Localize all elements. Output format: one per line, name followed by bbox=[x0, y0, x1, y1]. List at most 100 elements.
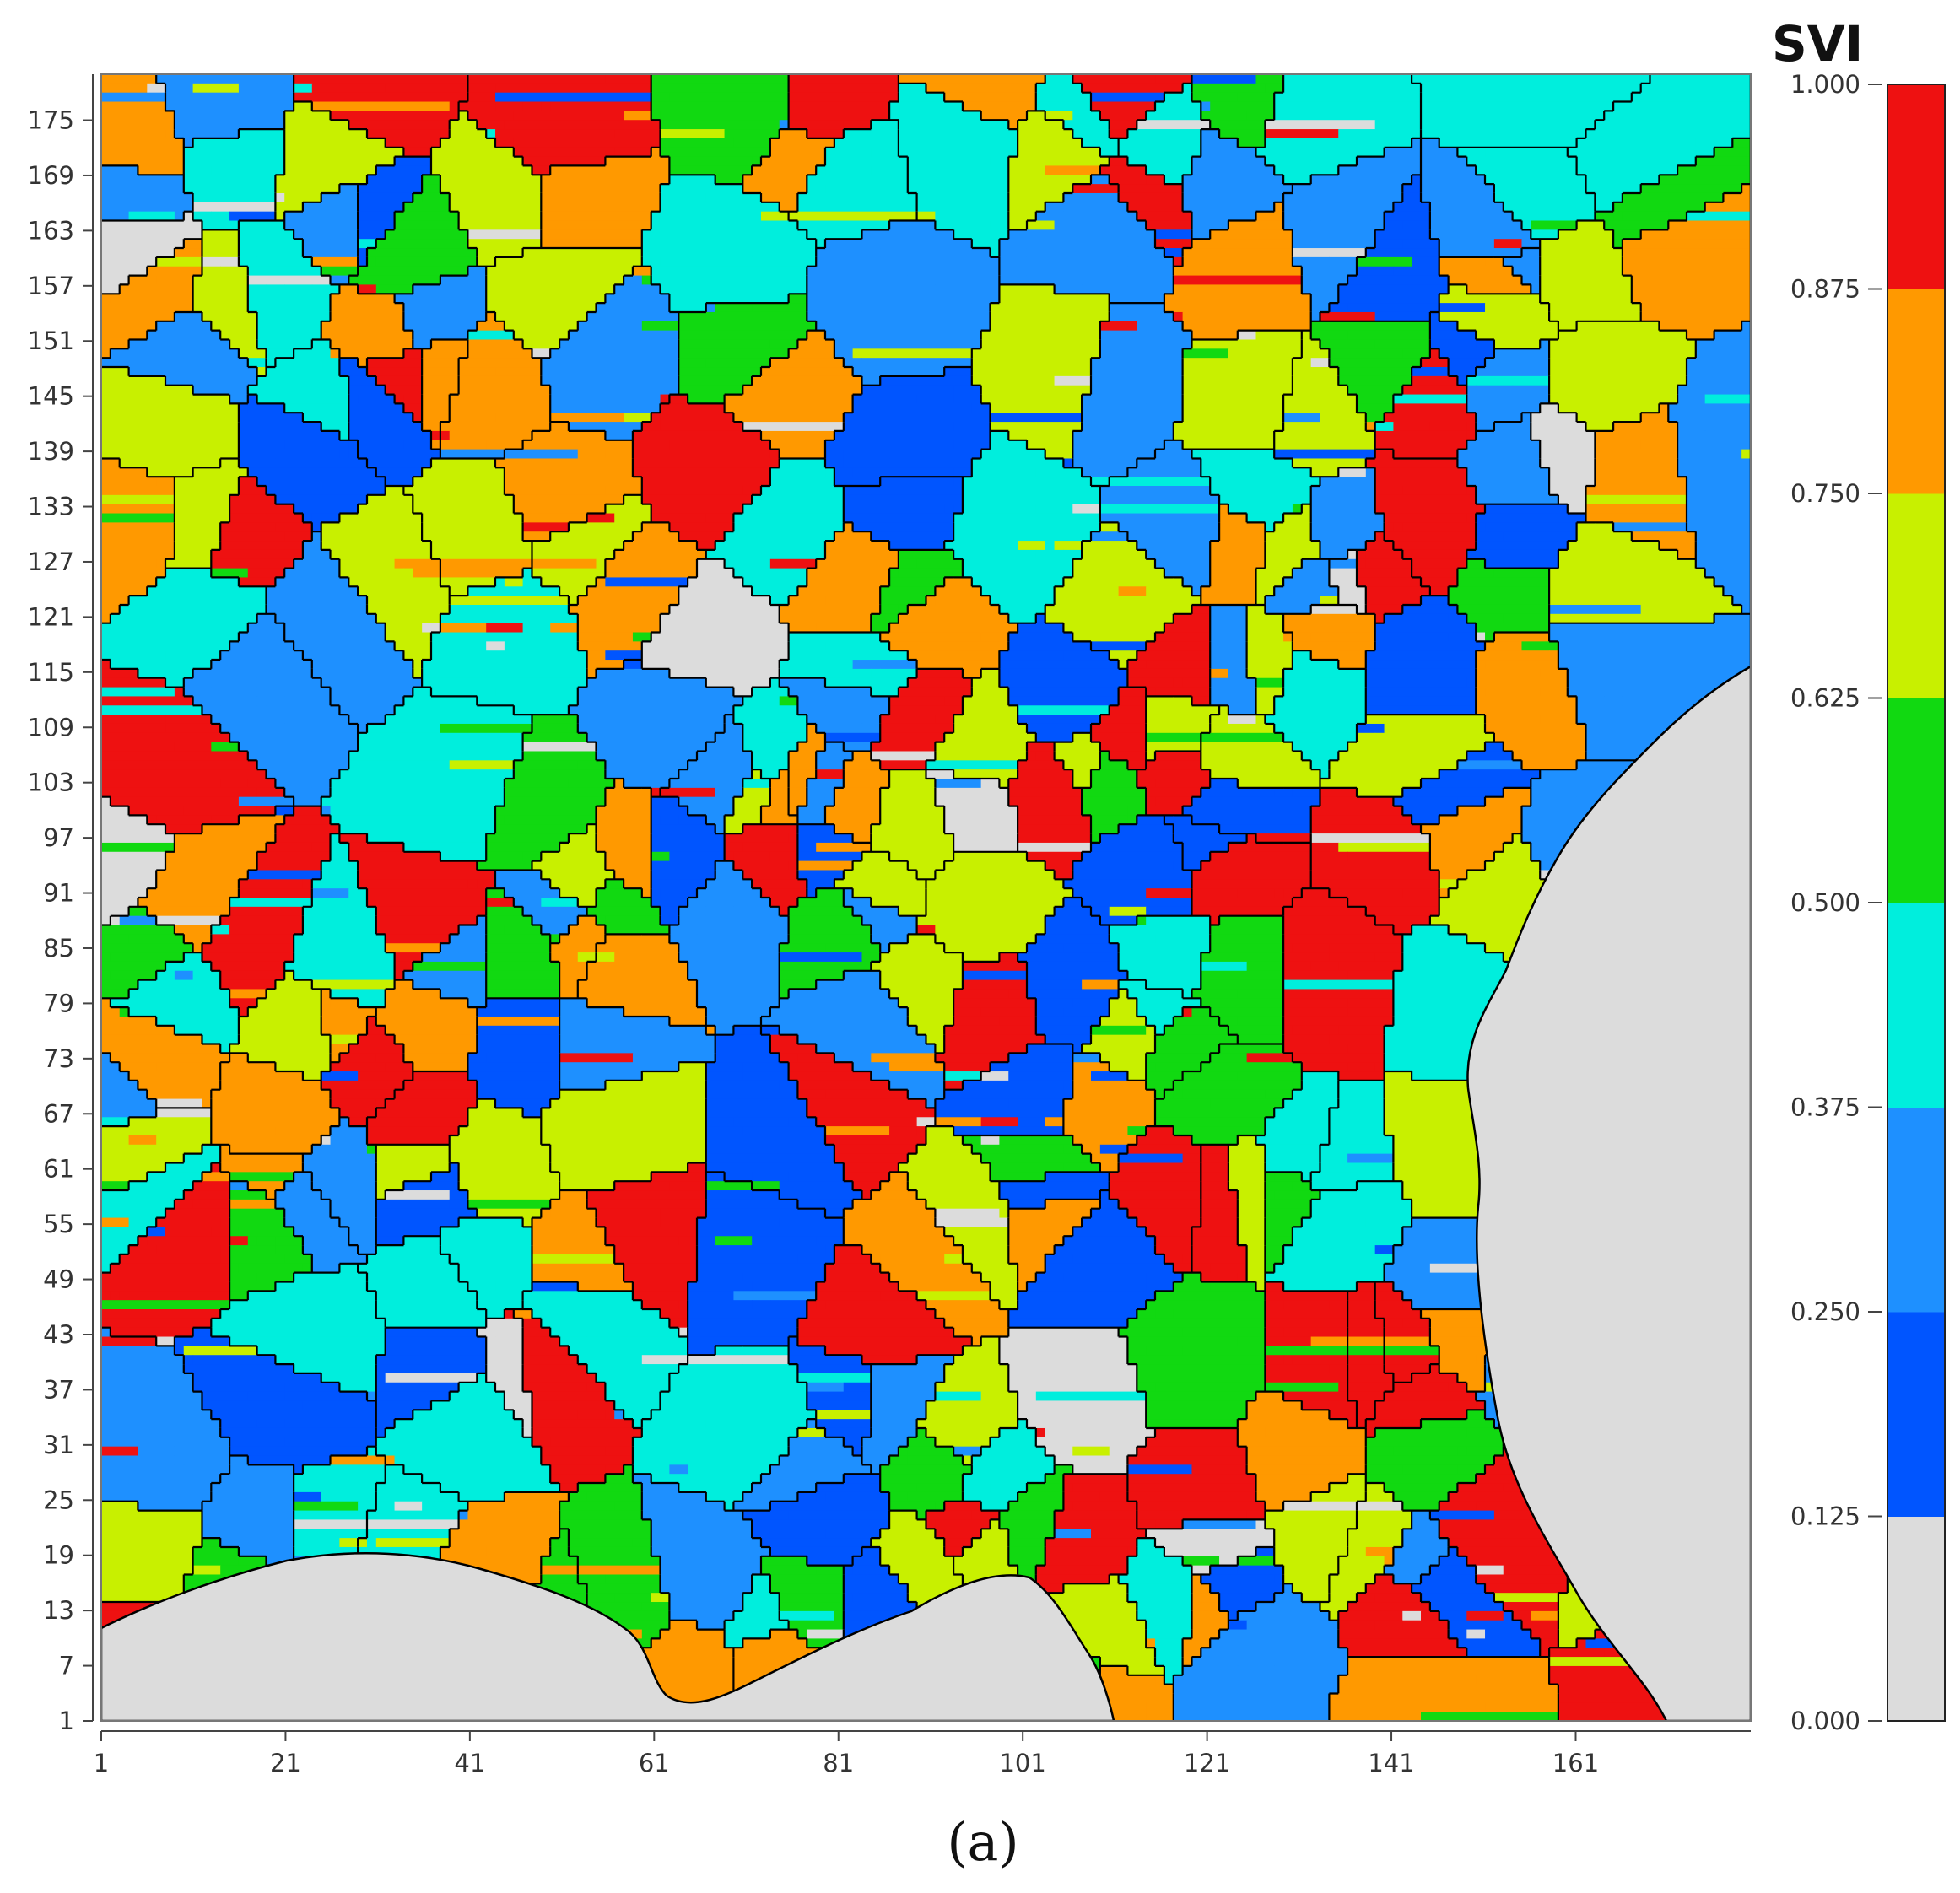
svi-cell bbox=[1384, 668, 1477, 679]
svi-cell bbox=[871, 623, 890, 634]
svi-cell bbox=[871, 1419, 918, 1429]
svi-cell bbox=[816, 165, 826, 175]
svi-cell bbox=[834, 1364, 872, 1374]
svi-cell bbox=[999, 677, 1129, 688]
svi-cell bbox=[1091, 385, 1184, 396]
svi-cell bbox=[1412, 1199, 1495, 1210]
svi-cell bbox=[1018, 1565, 1037, 1576]
svi-cell bbox=[1668, 220, 1751, 230]
svi-cell bbox=[1210, 549, 1248, 560]
svi-cell bbox=[1356, 577, 1459, 587]
svi-cell bbox=[779, 1217, 845, 1227]
svi-cell bbox=[247, 385, 349, 396]
svi-cell bbox=[238, 1227, 294, 1237]
svi-cell bbox=[688, 394, 726, 404]
svi-cell bbox=[1301, 266, 1358, 277]
svi-cell bbox=[1035, 549, 1065, 560]
svi-cell bbox=[1265, 1126, 1385, 1136]
svi-cell bbox=[220, 330, 258, 341]
svi-cell bbox=[1091, 477, 1211, 487]
svi-cell bbox=[788, 1510, 890, 1521]
svi-cell bbox=[449, 101, 496, 111]
svi-cell bbox=[852, 1199, 927, 1210]
svi-cell bbox=[1476, 1400, 1486, 1410]
svi-cell bbox=[522, 1336, 551, 1346]
svi-cell bbox=[1485, 687, 1495, 698]
svi-cell bbox=[156, 1062, 194, 1072]
svi-cell bbox=[366, 1199, 377, 1210]
svi-cell bbox=[871, 1364, 945, 1374]
svi-cell bbox=[302, 925, 340, 935]
svi-cell bbox=[1219, 339, 1266, 349]
svi-cell bbox=[467, 1510, 505, 1521]
svi-cell bbox=[916, 1025, 945, 1036]
svi-cell bbox=[1228, 504, 1293, 515]
svi-cell bbox=[752, 1574, 771, 1584]
svi-cell bbox=[1155, 687, 1211, 698]
svi-cell bbox=[696, 1236, 716, 1246]
svi-cell bbox=[358, 266, 469, 277]
svi-cell bbox=[229, 1254, 285, 1265]
svi-cell bbox=[1448, 989, 1477, 999]
svi-cell bbox=[1265, 1144, 1358, 1155]
svi-cell bbox=[1026, 742, 1056, 752]
svi-cell bbox=[1421, 742, 1486, 752]
svi-cell bbox=[358, 211, 386, 222]
svi-cell bbox=[294, 952, 396, 963]
svi-cell bbox=[596, 229, 643, 240]
svi-cell bbox=[101, 430, 111, 441]
svi-cell bbox=[541, 101, 551, 111]
svi-cell bbox=[1320, 413, 1367, 423]
svi-cell bbox=[486, 1364, 524, 1374]
svi-cell bbox=[1201, 147, 1248, 158]
svi-cell bbox=[715, 1053, 780, 1063]
svi-cell bbox=[1429, 1263, 1514, 1274]
svi-cell bbox=[1466, 513, 1477, 523]
svi-cell bbox=[467, 687, 496, 698]
svi-cell bbox=[843, 358, 863, 368]
svi-cell bbox=[1329, 1410, 1467, 1420]
svi-cell bbox=[1402, 1501, 1440, 1512]
svi-cell bbox=[605, 1410, 615, 1420]
svi-cell bbox=[769, 934, 790, 944]
svi-cell bbox=[101, 1583, 139, 1594]
svi-cell bbox=[440, 989, 487, 999]
svi-cell bbox=[1374, 632, 1450, 642]
svi-cell bbox=[1531, 413, 1578, 423]
svi-cell bbox=[532, 358, 542, 368]
svi-cell bbox=[1137, 1263, 1174, 1274]
svi-cell bbox=[624, 604, 670, 615]
svi-cell bbox=[449, 934, 487, 944]
svi-cell bbox=[1228, 668, 1248, 679]
svi-cell bbox=[843, 1172, 890, 1182]
svi-cell bbox=[898, 613, 909, 624]
svi-cell bbox=[1476, 696, 1523, 706]
svi-cell bbox=[1540, 549, 1550, 560]
svi-cell bbox=[101, 111, 175, 121]
svi-cell bbox=[101, 101, 121, 111]
svi-cell bbox=[1118, 696, 1147, 706]
svi-cell bbox=[211, 1135, 294, 1146]
svi-cell bbox=[1356, 1400, 1477, 1410]
svi-cell bbox=[330, 1135, 368, 1146]
svi-cell bbox=[971, 677, 1000, 688]
svi-cell bbox=[101, 1108, 157, 1118]
svi-cell bbox=[605, 558, 698, 569]
svi-cell bbox=[1091, 833, 1101, 844]
svi-cell bbox=[660, 1556, 688, 1567]
svi-cell bbox=[596, 824, 652, 834]
svi-cell bbox=[504, 641, 579, 651]
svi-cell bbox=[761, 1556, 807, 1567]
svi-cell bbox=[1283, 1025, 1293, 1036]
svi-cell bbox=[339, 696, 405, 706]
svi-cell bbox=[1439, 1519, 1578, 1529]
svi-cell bbox=[1301, 1080, 1385, 1091]
svi-cell bbox=[843, 449, 982, 460]
svi-cell bbox=[769, 558, 817, 569]
svi-cell bbox=[962, 1135, 973, 1146]
svi-cell bbox=[843, 147, 872, 158]
svi-cell bbox=[266, 925, 304, 935]
svi-cell bbox=[1466, 92, 1751, 103]
svi-cell bbox=[339, 1391, 368, 1402]
svi-cell bbox=[330, 1098, 368, 1109]
